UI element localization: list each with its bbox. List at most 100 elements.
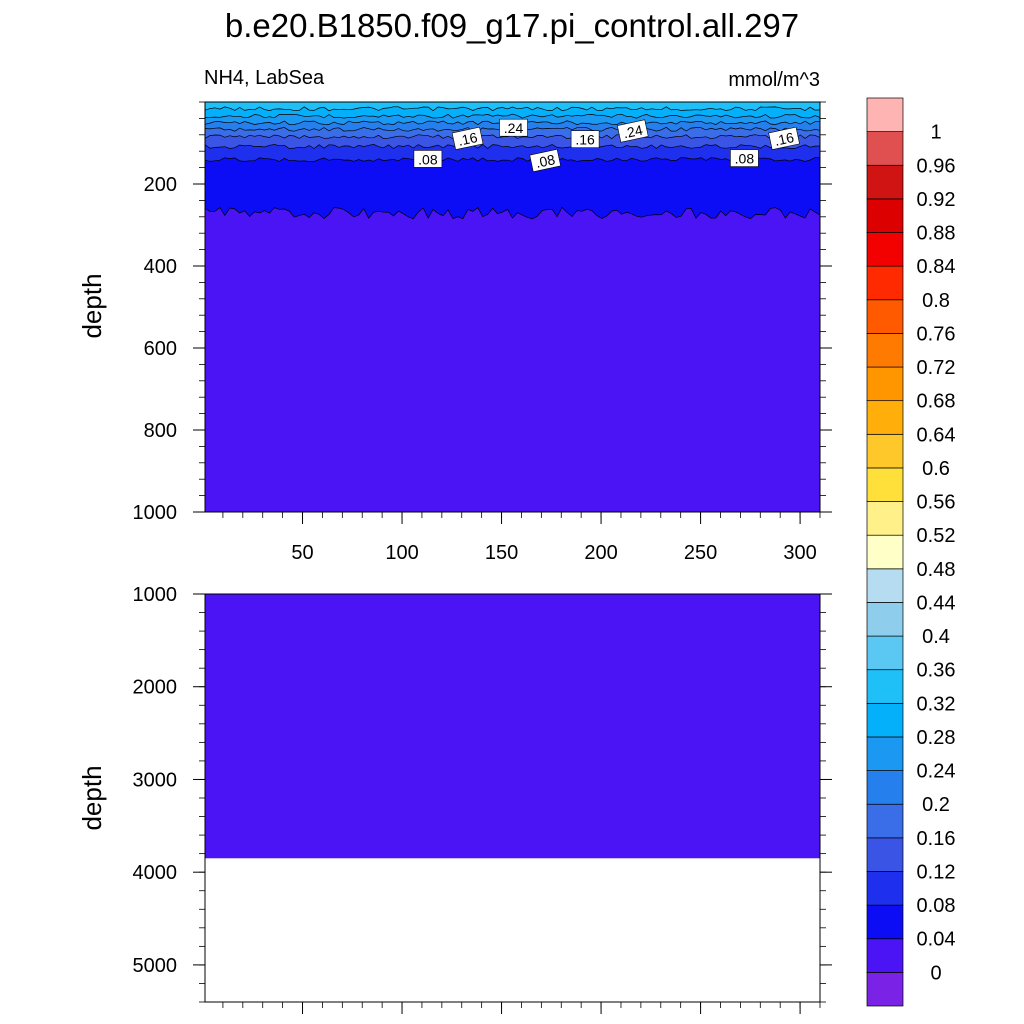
colorbar-label: 0.04 bbox=[917, 929, 956, 951]
contour-label: .16 bbox=[451, 126, 484, 150]
x-tick-label: 300 bbox=[783, 542, 816, 564]
colorbar-box bbox=[866, 972, 904, 1007]
colorbar-box bbox=[866, 501, 904, 536]
colorbar-box bbox=[866, 534, 904, 570]
colorbar-label: 0.88 bbox=[917, 223, 956, 245]
colorbar-box bbox=[866, 400, 904, 435]
right-string: mmol/m^3 bbox=[728, 69, 820, 91]
colorbar-box bbox=[866, 635, 904, 671]
contour-label-box bbox=[616, 119, 649, 143]
contour-label-text: .16 bbox=[575, 132, 595, 148]
colorbar-box bbox=[866, 770, 904, 805]
colorbar-box bbox=[866, 299, 904, 334]
lower-panel: 1000 2000 3000 4000 5000 bbox=[133, 584, 832, 1014]
colorbar-box bbox=[866, 702, 904, 738]
contour-label-text: .16 bbox=[773, 129, 796, 149]
colorbar-label: 0.24 bbox=[917, 761, 956, 783]
contour-label-text: .24 bbox=[504, 120, 524, 136]
contour-label: .24 bbox=[499, 118, 528, 137]
y-tick-label: 5000 bbox=[133, 955, 178, 977]
upper-y-axis-label: depth bbox=[77, 273, 107, 338]
colorbar-label: 0.44 bbox=[917, 592, 956, 614]
colorbar-label: 0.2 bbox=[922, 794, 950, 816]
colorbar-label: 0.32 bbox=[917, 693, 956, 715]
left-string: NH4, LabSea bbox=[204, 67, 325, 89]
y-tick-label: 200 bbox=[144, 174, 177, 196]
x-tick-label: 250 bbox=[684, 542, 717, 564]
colorbar-label: 0 bbox=[930, 962, 941, 984]
contour-label: .24 bbox=[616, 119, 649, 143]
contour-label-box bbox=[499, 118, 528, 137]
colorbar-box bbox=[866, 97, 904, 132]
colorbar: 0 0.04 0.08 0.12 0.16 0.2 0.24 0.28 0.32 0.36 0.4 0… bbox=[866, 97, 956, 1007]
y-tick-label: 800 bbox=[144, 420, 177, 442]
colorbar-box bbox=[866, 837, 904, 872]
plot-frame bbox=[204, 101, 821, 513]
lower-y-axis-label: depth bbox=[77, 765, 107, 830]
colorbar-box bbox=[866, 669, 904, 704]
x-tick-label: 150 bbox=[485, 542, 518, 564]
colorbar-box bbox=[866, 904, 904, 940]
colorbar-label: 0.52 bbox=[917, 525, 956, 547]
y-tick-label: 1000 bbox=[133, 584, 178, 606]
colorbar-label: 0.48 bbox=[917, 559, 956, 581]
contour-label-text: .08 bbox=[735, 151, 755, 167]
contour-line bbox=[204, 113, 821, 119]
colorbar-label: 0.16 bbox=[917, 828, 956, 850]
contour-label-box bbox=[768, 126, 800, 150]
contour-label-box bbox=[570, 130, 600, 148]
colorbar-box bbox=[866, 131, 904, 166]
colorbar-box bbox=[866, 871, 904, 906]
colorbar-label: 0.72 bbox=[917, 357, 956, 379]
colorbar-box bbox=[866, 433, 904, 469]
colorbar-box bbox=[866, 938, 904, 973]
colorbar-label: 0.08 bbox=[917, 895, 956, 917]
x-tick-label: 50 bbox=[291, 542, 313, 564]
contour-label: .08 bbox=[413, 150, 443, 168]
contour-label-text: .08 bbox=[418, 151, 438, 167]
contour-band bbox=[205, 207, 820, 512]
contour-label-text: .08 bbox=[534, 151, 557, 171]
colorbar-box bbox=[866, 232, 904, 267]
contour-label: .16 bbox=[768, 126, 800, 150]
contour-label: .08 bbox=[529, 148, 562, 173]
colorbar-box bbox=[866, 602, 904, 637]
colorbar-box bbox=[866, 568, 904, 603]
y-tick-label: 2000 bbox=[133, 677, 178, 699]
colorbar-label: 0.92 bbox=[917, 189, 956, 211]
colorbar-label: 0.84 bbox=[917, 256, 956, 278]
colorbar-label: 0.28 bbox=[917, 727, 956, 749]
contour-label-box bbox=[413, 150, 443, 168]
upper-panel: .08 .16 .24 .08 .16 .24 .08 .16 200 400 600 800 1000… bbox=[133, 101, 832, 564]
colorbar-label: 0.96 bbox=[917, 155, 956, 177]
colorbar-box bbox=[866, 333, 904, 368]
contour-line bbox=[204, 144, 821, 149]
y-tick-label: 3000 bbox=[133, 769, 178, 791]
colorbar-box bbox=[866, 366, 904, 402]
contour-label-box bbox=[451, 126, 484, 150]
colorbar-label: 0.56 bbox=[917, 492, 956, 514]
colorbar-box bbox=[866, 265, 904, 301]
colorbar-label: 0.12 bbox=[917, 862, 956, 884]
colorbar-box bbox=[866, 164, 904, 200]
contour-line bbox=[204, 206, 821, 220]
y-tick-label: 1000 bbox=[133, 502, 178, 524]
colorbar-label: 0.36 bbox=[917, 660, 956, 682]
contour-label-text: .24 bbox=[622, 122, 645, 142]
contour-label-box bbox=[730, 149, 759, 167]
colorbar-label: 1 bbox=[930, 122, 941, 144]
chart-title: b.e20.B1850.f09_g17.pi_control.all.297 bbox=[225, 7, 799, 44]
y-tick-label: 600 bbox=[144, 338, 177, 360]
contour-line bbox=[204, 157, 821, 163]
colorbar-label: 0.68 bbox=[917, 391, 956, 413]
filled-region bbox=[205, 594, 820, 859]
colorbar-box bbox=[866, 736, 904, 771]
colorbar-box bbox=[866, 198, 904, 233]
contour-label: .16 bbox=[570, 130, 600, 148]
colorbar-box bbox=[866, 803, 904, 839]
x-tick-label: 100 bbox=[385, 542, 418, 564]
contour-line bbox=[204, 106, 821, 112]
contour-label-text: .16 bbox=[457, 129, 480, 149]
colorbar-box bbox=[866, 467, 904, 502]
